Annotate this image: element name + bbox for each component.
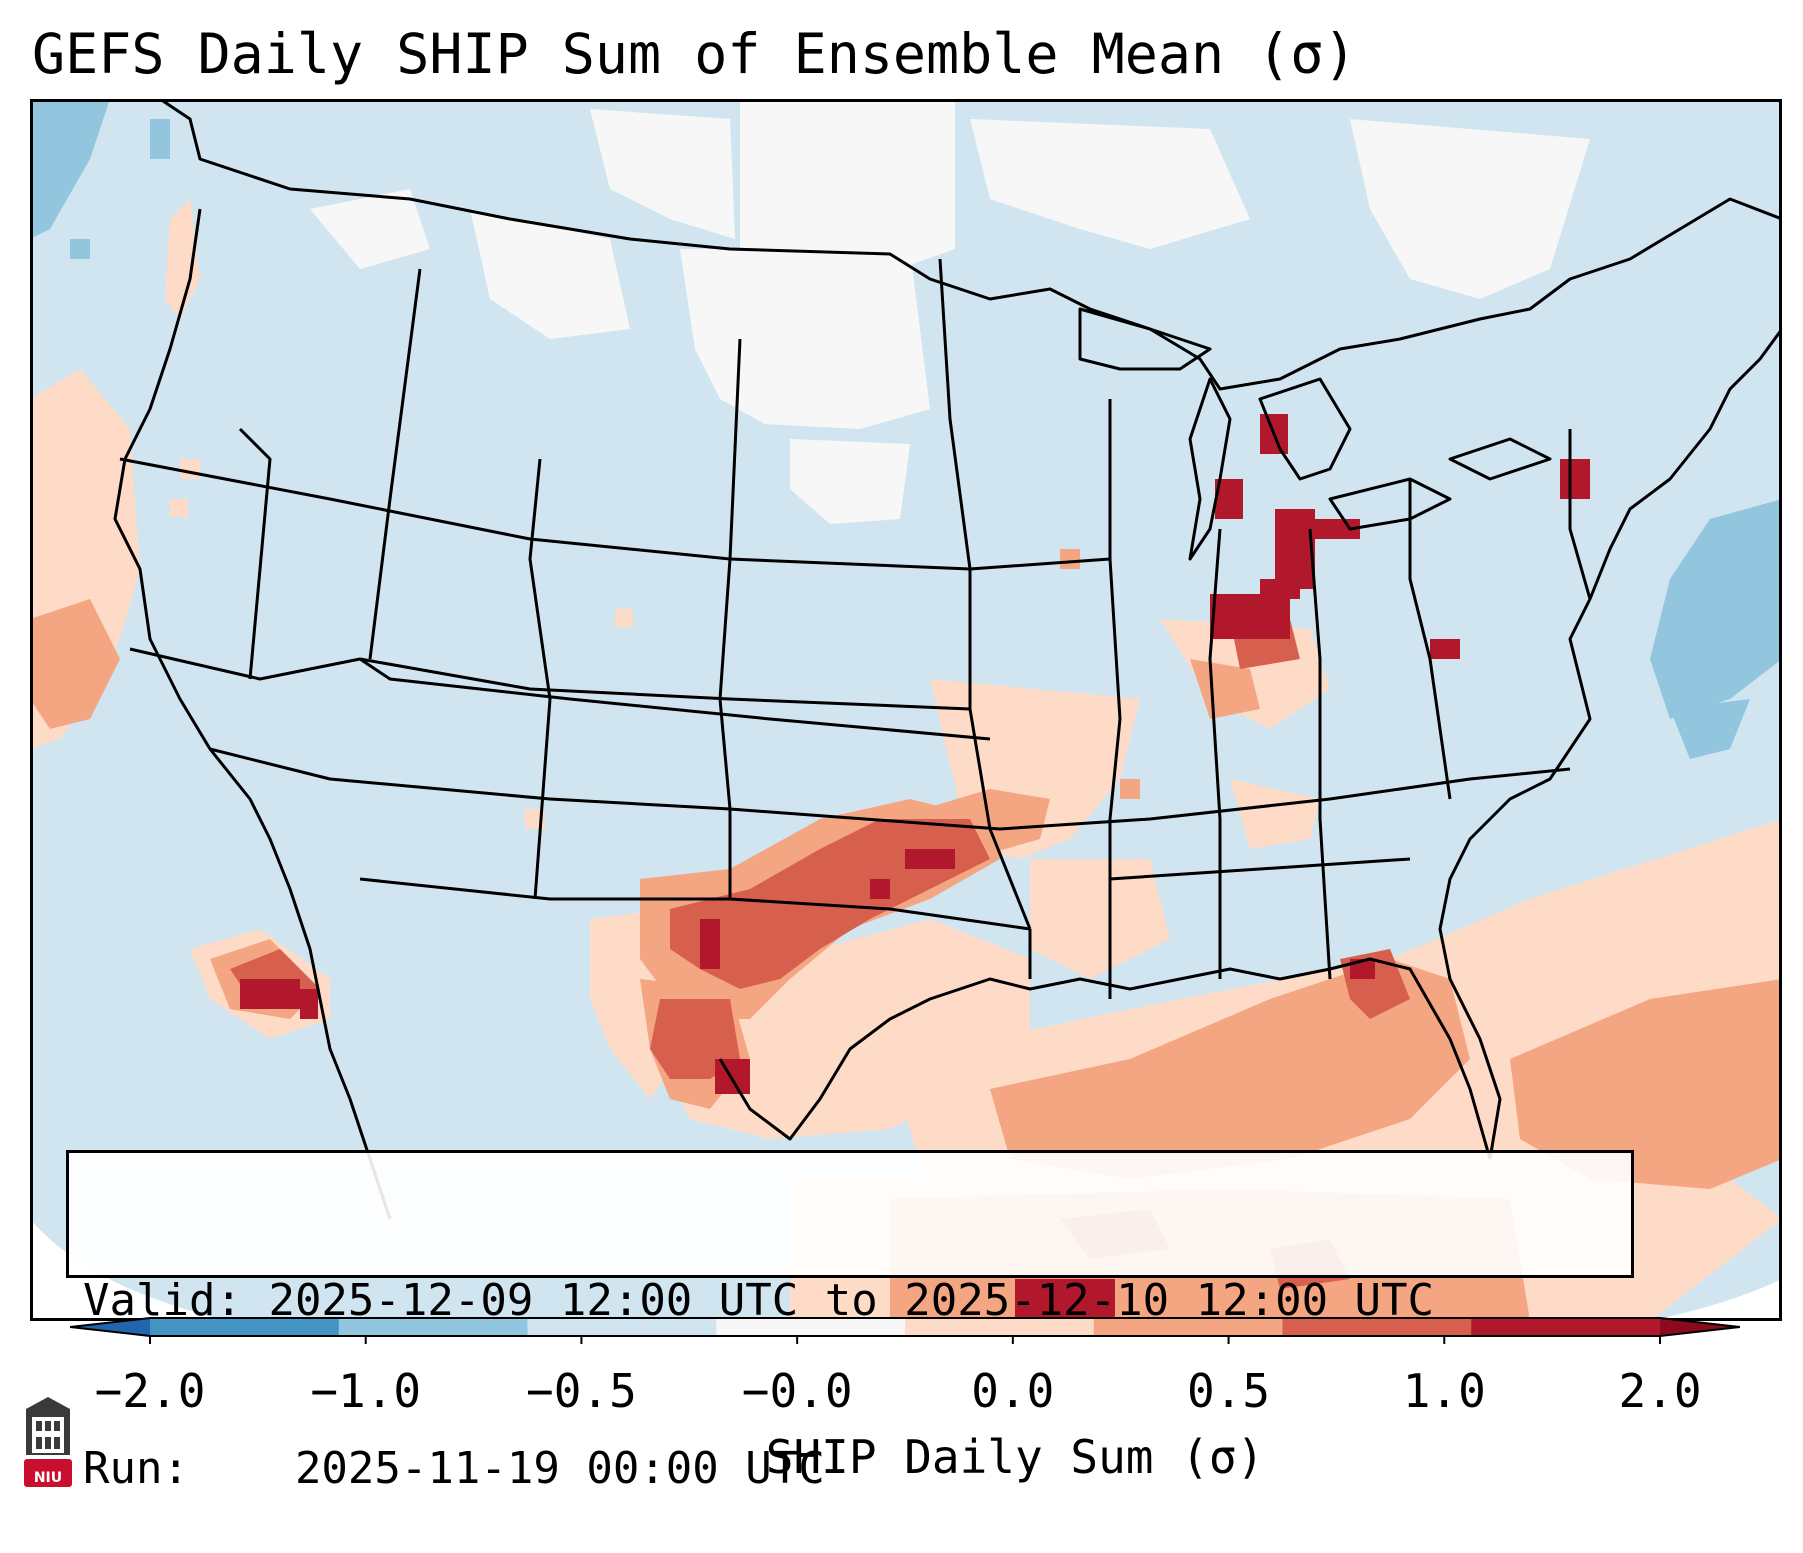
map-panel	[30, 99, 1782, 1321]
colorbar-svg	[69, 1317, 1741, 1344]
colorbar-label: SHIP Daily Sum (σ)	[765, 1430, 1265, 1484]
colorbar-segment	[1471, 1318, 1661, 1336]
colorbar-tick-label: 1.0	[1402, 1364, 1486, 1418]
colorbar-tick-label: 2.0	[1618, 1364, 1702, 1418]
colorbar-segment	[716, 1318, 906, 1336]
colorbar-segment	[1282, 1318, 1472, 1336]
run-line: Run: 2025-11-19 00:00 UTC	[83, 1441, 1617, 1497]
colorbar-tick-label: 0.5	[1187, 1364, 1271, 1418]
colorbar-tick-label: −2.0	[94, 1364, 206, 1418]
colorbar-segment	[905, 1318, 1095, 1336]
colorbar-tick-label: −0.5	[526, 1364, 637, 1418]
colorbar-extend-high	[1660, 1318, 1740, 1336]
state-boundaries	[113, 99, 1782, 1220]
niu-logo-icon	[24, 1397, 72, 1487]
colorbar-segment	[150, 1318, 340, 1336]
negative-patches	[30, 99, 1782, 759]
map-canvas	[30, 99, 1782, 1321]
map-title: GEFS Daily SHIP Sum of Ensemble Mean (σ)	[32, 22, 1357, 86]
projection-corner-br	[1650, 1279, 1782, 1321]
run-value: 2025-11-19 00:00 UTC	[294, 1443, 825, 1494]
colorbar	[69, 1316, 1741, 1350]
colorbar-tick-label: −1.0	[310, 1364, 422, 1418]
run-label: Run:	[83, 1443, 189, 1494]
colorbar-tick-label: −0.0	[741, 1364, 853, 1418]
positive-max-patches	[240, 414, 1590, 1321]
valid-run-info-box: Valid: 2025-12-09 12:00 UTC to 2025-12-1…	[66, 1150, 1634, 1494]
colorbar-extend-low	[70, 1318, 150, 1336]
colorbar-segment	[527, 1318, 717, 1336]
near-zero-patches	[310, 99, 1590, 524]
logo-text: NIU	[33, 1470, 63, 1486]
projection-corner-bl	[30, 1219, 230, 1321]
colorbar-segment	[1093, 1318, 1283, 1336]
colorbar-tick-label: 0.0	[971, 1364, 1055, 1418]
colorbar-segment	[338, 1318, 528, 1336]
